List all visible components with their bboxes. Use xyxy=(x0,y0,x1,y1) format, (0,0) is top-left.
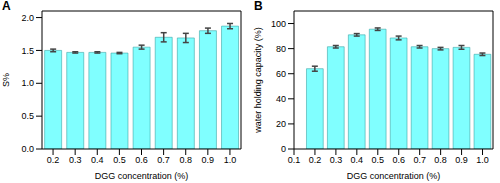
svg-text:0.7: 0.7 xyxy=(413,155,426,165)
svg-text:0.3: 0.3 xyxy=(330,155,343,165)
svg-text:0.7: 0.7 xyxy=(157,155,170,165)
svg-text:0.5: 0.5 xyxy=(21,111,34,121)
svg-text:2.0: 2.0 xyxy=(21,13,34,23)
svg-text:0: 0 xyxy=(281,144,286,154)
svg-text:20: 20 xyxy=(276,119,286,129)
svg-text:1.0: 1.0 xyxy=(21,78,34,88)
svg-text:0.4: 0.4 xyxy=(91,155,104,165)
svg-text:0.2: 0.2 xyxy=(309,155,322,165)
svg-text:60: 60 xyxy=(276,69,286,79)
svg-text:S%: S% xyxy=(8,73,11,87)
svg-text:80: 80 xyxy=(276,44,286,54)
svg-text:DGG concentration (%): DGG concentration (%) xyxy=(347,171,441,181)
svg-text:0.3: 0.3 xyxy=(69,155,82,165)
svg-text:0.2: 0.2 xyxy=(47,155,60,165)
svg-text:0.8: 0.8 xyxy=(434,155,447,165)
svg-text:DGG concentration (%): DGG concentration (%) xyxy=(95,171,189,181)
svg-text:1.5: 1.5 xyxy=(21,46,34,56)
svg-text:0.8: 0.8 xyxy=(179,155,192,165)
svg-text:0.1: 0.1 xyxy=(288,155,301,165)
svg-text:40: 40 xyxy=(276,94,286,104)
html-text:A: A xyxy=(2,0,11,13)
svg-text:0.9: 0.9 xyxy=(202,155,215,165)
svg-text:100: 100 xyxy=(271,19,286,29)
svg-text:1.0: 1.0 xyxy=(476,155,489,165)
html-text:B: B xyxy=(254,0,263,13)
svg-text:0.0: 0.0 xyxy=(21,144,34,154)
svg-text:0.6: 0.6 xyxy=(135,155,148,165)
svg-text:0.9: 0.9 xyxy=(455,155,468,165)
svg-text:water holding capacity (%): water holding capacity (%) xyxy=(253,27,263,134)
svg-text:0.6: 0.6 xyxy=(392,155,405,165)
svg-text:0.4: 0.4 xyxy=(351,155,364,165)
svg-text:0.5: 0.5 xyxy=(113,155,126,165)
svg-text:0.5: 0.5 xyxy=(372,155,385,165)
svg-text:1.0: 1.0 xyxy=(224,155,237,165)
